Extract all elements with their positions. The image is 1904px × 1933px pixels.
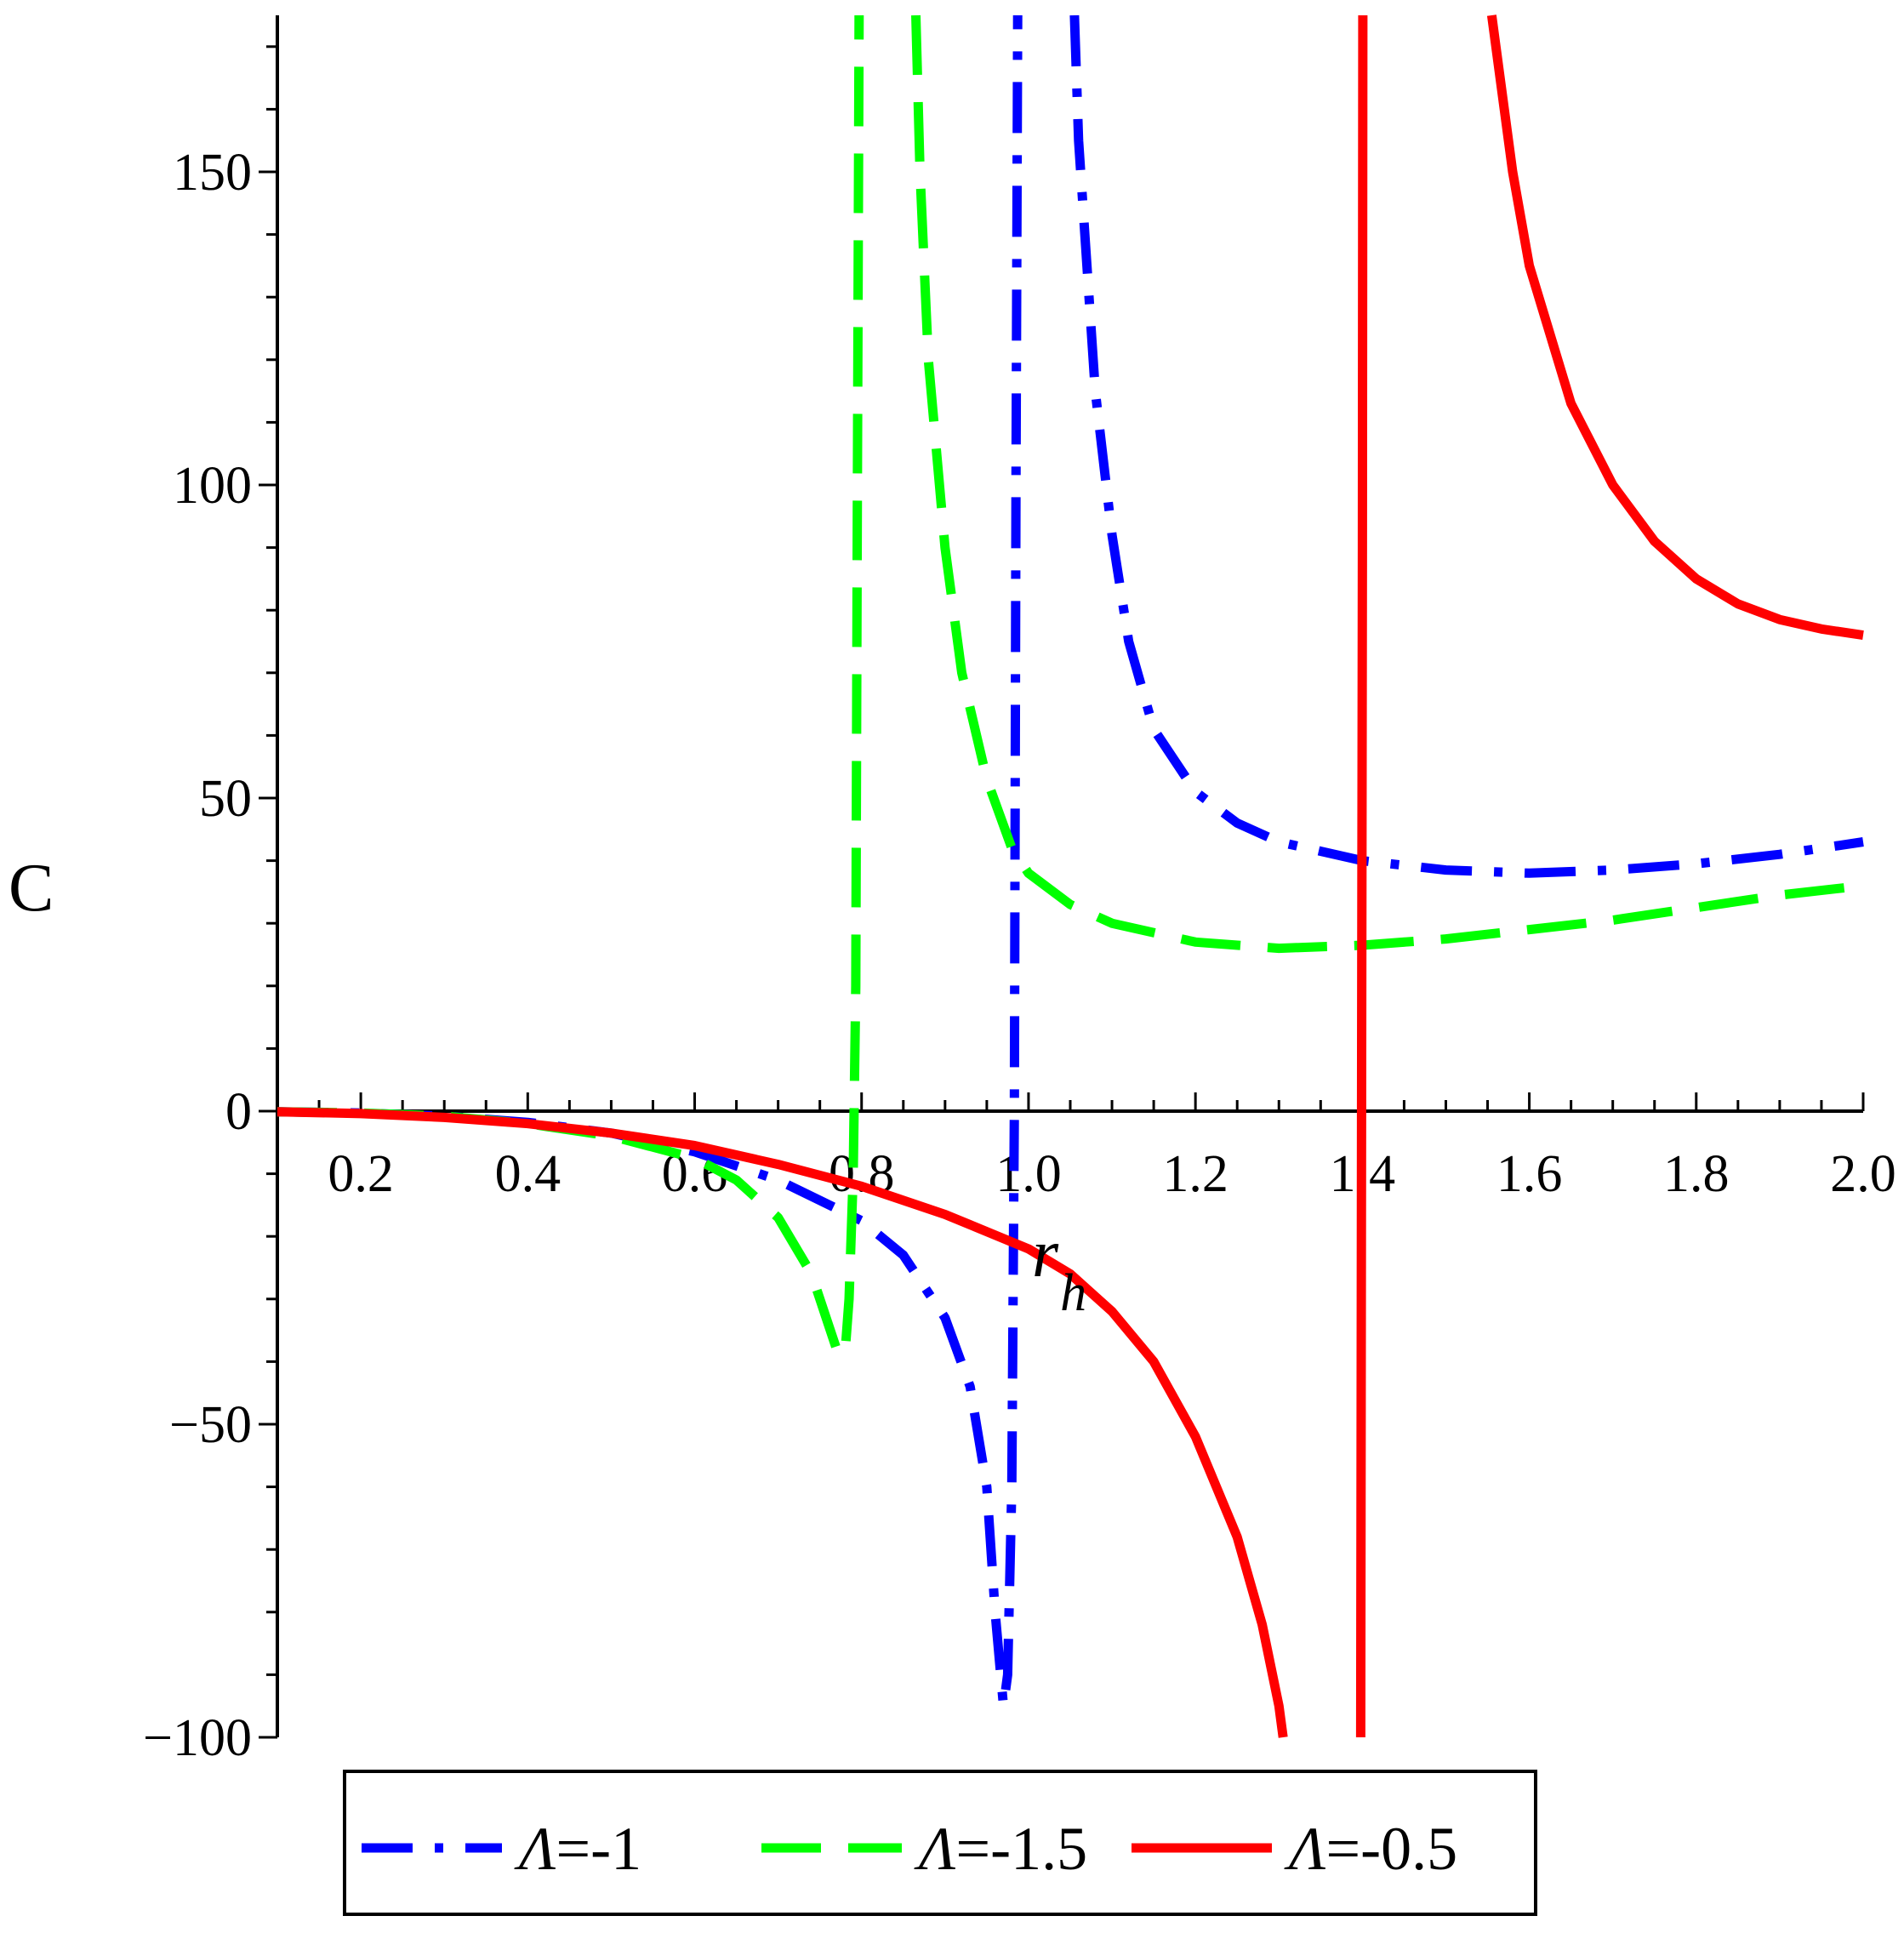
y-axis-label: C	[9, 851, 54, 926]
legend-label-value: =-1.5	[956, 1815, 1088, 1883]
x-tick-label: 1.0	[995, 1145, 1062, 1203]
legend-label-value: =-1	[556, 1815, 642, 1883]
x-axis-label-subscript: h	[1060, 1264, 1086, 1322]
legend-label: Λ=-1.5	[914, 1815, 1087, 1883]
legend-label-symbol: Λ	[1284, 1815, 1326, 1883]
x-tick-label: 1.2	[1162, 1145, 1228, 1203]
y-tick-label: 100	[173, 457, 252, 515]
series-layer	[276, 14, 1864, 1738]
legend-label: Λ=-0.5	[1284, 1815, 1457, 1883]
y-tick-label: 0	[225, 1083, 252, 1141]
legend-label-symbol: Λ	[514, 1815, 556, 1883]
x-axis-label-main: r	[1032, 1217, 1059, 1292]
y-tick-label: −50	[169, 1396, 252, 1454]
x-tick-label: 2.0	[1830, 1145, 1896, 1203]
y-tick-label: 50	[199, 770, 252, 828]
y-tick-label: −100	[143, 1709, 252, 1767]
series-line-lambda-minus-0-5	[1355, 14, 1368, 1738]
x-tick-label: 0.2	[328, 1145, 394, 1203]
series-line-lambda-minus-1	[276, 14, 1023, 1711]
x-tick-label: 0.4	[495, 1145, 562, 1203]
series-lambda-minus-0-5	[276, 14, 1864, 1738]
legend-item-lambda-minus-1-5: Λ=-1.5	[761, 1815, 1087, 1883]
x-axis-label: rh	[1032, 1217, 1086, 1322]
series-line-lambda-minus-0-5	[276, 1107, 1288, 1738]
series-line-lambda-minus-0-5	[1486, 14, 1864, 641]
x-tick-label: 1.6	[1496, 1145, 1563, 1203]
series-line-lambda-minus-1-5	[911, 14, 1864, 954]
legend-label-value: =-0.5	[1326, 1815, 1458, 1883]
legend-label-symbol: Λ	[914, 1815, 956, 1883]
y-tick-label: 150	[173, 144, 252, 202]
series-line-lambda-minus-1	[1069, 14, 1864, 878]
legend-item-lambda-minus-0-5: Λ=-0.5	[1132, 1815, 1457, 1883]
legend-label: Λ=-1	[514, 1815, 641, 1883]
legend-item-lambda-minus-1: Λ=-1	[362, 1815, 641, 1883]
legend: Λ=-1 Λ=-1.5 Λ=-0.5	[343, 1770, 1537, 1916]
series-lambda-minus-1	[276, 14, 1864, 1711]
legend-box	[343, 1770, 1537, 1916]
x-tick-label: 1.8	[1663, 1145, 1730, 1203]
